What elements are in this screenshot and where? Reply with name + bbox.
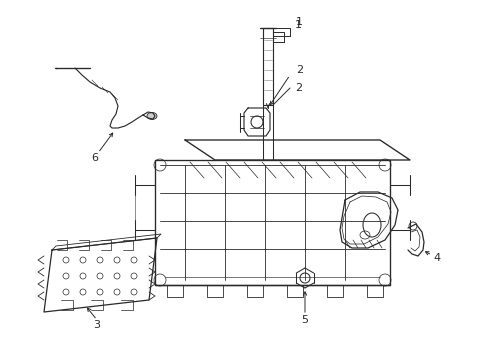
Text: 5: 5 — [301, 315, 308, 325]
Text: 2: 2 — [294, 83, 302, 93]
Text: 1: 1 — [295, 17, 303, 27]
Text: 4: 4 — [432, 253, 440, 263]
Ellipse shape — [147, 112, 157, 120]
Text: 6: 6 — [91, 153, 98, 163]
Text: 3: 3 — [93, 320, 101, 330]
Text: 1: 1 — [294, 20, 302, 30]
Text: 2: 2 — [295, 65, 303, 75]
